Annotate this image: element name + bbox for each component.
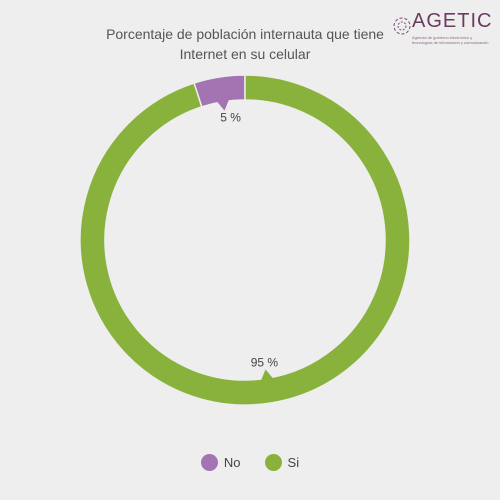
legend-label-si: Si [287,455,300,470]
donut-slice-si[interactable] [79,74,411,406]
logo-tagline: Agencia de gobierno electrónico y tecnol… [412,35,489,45]
chart-title: Porcentaje de población internauta que t… [95,24,395,64]
chart-legend: No Si [0,454,500,471]
legend-swatch-no [200,454,218,471]
legend-label-no: No [223,455,241,470]
data-label-no: 5 % [220,111,241,125]
donut-pointer-no [217,99,229,111]
agetic-logo-icon [393,17,411,35]
chart-title-line-1: Porcentaje de población internauta que t… [106,26,384,42]
logo-name: AGETIC [412,10,493,32]
legend-item-si[interactable]: Si [264,454,300,471]
legend-swatch-si [264,454,282,471]
chart-title-line-2: Internet en su celular [179,46,311,62]
data-label-si: 95 % [251,355,279,369]
donut-pointer-si [261,369,273,381]
agetic-logo: AGETIC Agencia de gobierno electrónico y… [392,10,492,50]
legend-item-no[interactable]: No [200,454,241,471]
